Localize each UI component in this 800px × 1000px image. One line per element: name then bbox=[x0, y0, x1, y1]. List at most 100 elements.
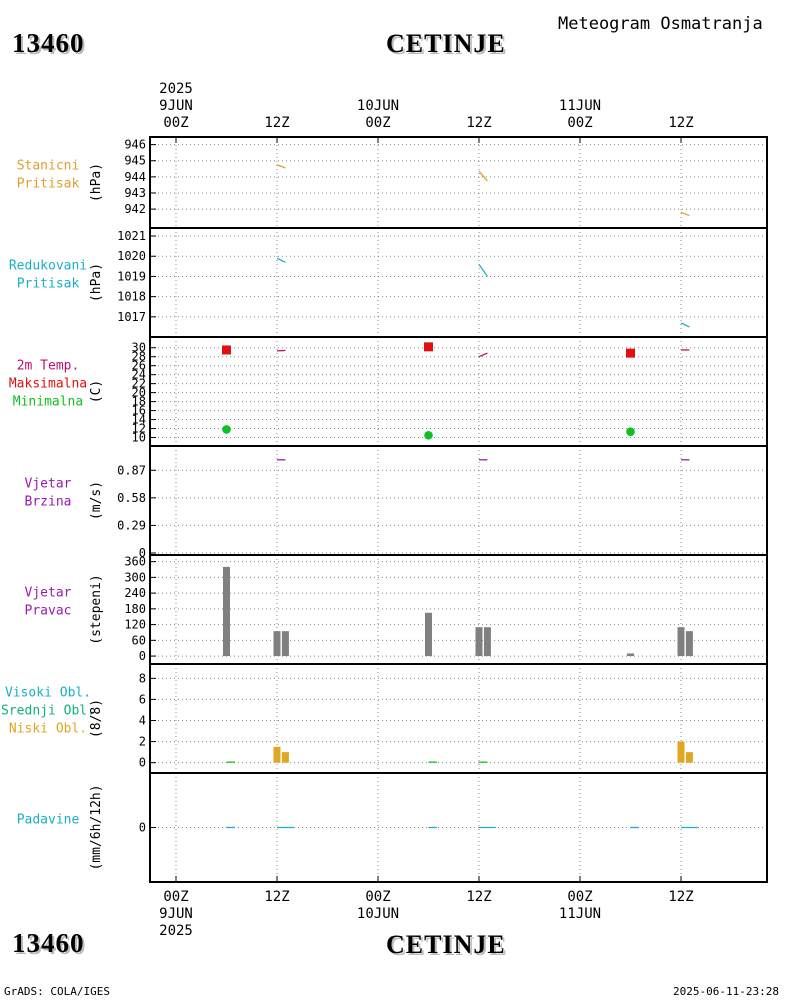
panel-label: Pritisak bbox=[17, 277, 80, 292]
x-tick-label-bottom: 12Z bbox=[668, 889, 693, 905]
panel-unit-label: (m/s) bbox=[89, 481, 104, 520]
bar-mark bbox=[685, 631, 693, 657]
min-temp-marker bbox=[222, 425, 231, 434]
y-tick-label: 360 bbox=[124, 555, 146, 569]
x-tick-label-bottom: 00Z bbox=[567, 889, 592, 905]
x-tick-label-top: 00Z bbox=[365, 115, 390, 131]
panel-wind_speed bbox=[150, 446, 767, 555]
date-label-top: 10JUN bbox=[357, 98, 399, 114]
series-segment bbox=[478, 170, 488, 182]
bar-mark bbox=[627, 653, 634, 657]
y-tick-label: 0 bbox=[139, 756, 146, 770]
min-temp-marker bbox=[626, 427, 635, 436]
y-tick-label: 1018 bbox=[117, 290, 146, 304]
max-temp-marker bbox=[626, 348, 635, 358]
bar-mark bbox=[677, 627, 685, 657]
city-title-bottom: CETINJE bbox=[386, 930, 506, 959]
panel-unit-label: (hPa) bbox=[89, 263, 104, 302]
panel-label: Vjetar bbox=[25, 586, 72, 601]
y-tick-label: 240 bbox=[124, 586, 146, 600]
x-tick-label-bottom: 12Z bbox=[264, 889, 289, 905]
y-tick-label: 942 bbox=[124, 202, 146, 216]
panel-label: Vjetar bbox=[25, 477, 72, 492]
bar-mark bbox=[281, 631, 289, 657]
y-tick-label: 22 bbox=[132, 377, 146, 391]
series-segment bbox=[276, 164, 286, 169]
bar-mark bbox=[281, 752, 289, 763]
bar-mark bbox=[273, 631, 281, 657]
panel-label: 2m Temp. bbox=[17, 359, 80, 374]
meteogram-subtitle: Meteogram Osmatranja bbox=[558, 14, 763, 34]
bar-mark bbox=[677, 741, 685, 763]
y-tick-label: 28 bbox=[132, 350, 146, 364]
y-tick-label: 944 bbox=[124, 170, 146, 184]
panel-reduced_pressure bbox=[150, 228, 767, 337]
y-tick-label: 20 bbox=[132, 386, 146, 400]
y-tick-label: 0.29 bbox=[117, 518, 146, 532]
y-tick-label: 1019 bbox=[117, 269, 146, 283]
x-tick-label-top: 12Z bbox=[668, 115, 693, 131]
y-tick-label: 120 bbox=[124, 618, 146, 632]
date-label-top: 11JUN bbox=[559, 98, 601, 114]
y-tick-label: 180 bbox=[124, 602, 146, 616]
x-tick-label-top: 12Z bbox=[264, 115, 289, 131]
y-tick-label: 0.87 bbox=[117, 463, 146, 477]
y-tick-label: 0.58 bbox=[117, 491, 146, 505]
panel-label: Visoki Obl. bbox=[5, 686, 91, 701]
y-tick-label: 1021 bbox=[117, 229, 146, 243]
plot-frame bbox=[149, 136, 768, 883]
x-tick-label-bottom: 12Z bbox=[466, 889, 491, 905]
panel-label: Brzina bbox=[25, 495, 72, 510]
panel-label: Niski Obl. bbox=[9, 722, 87, 737]
x-tick-label-top: 00Z bbox=[567, 115, 592, 131]
y-tick-label: 300 bbox=[124, 570, 146, 584]
date-label-bottom: 11JUN bbox=[559, 906, 601, 922]
y-tick-label: 0 bbox=[139, 821, 146, 835]
series-segment bbox=[680, 322, 690, 328]
panel-label: Srednji Obl. bbox=[1, 704, 95, 719]
y-tick-label: 1020 bbox=[117, 249, 146, 263]
panel-label: Stanicni bbox=[17, 159, 80, 174]
bar-mark bbox=[273, 746, 281, 763]
panel-label: Maksimalna bbox=[9, 377, 87, 392]
series-segment bbox=[680, 211, 690, 217]
y-tick-label: 30 bbox=[132, 341, 146, 355]
y-tick-label: 6 bbox=[139, 692, 146, 706]
panel-temperature bbox=[150, 337, 767, 446]
panel-unit-label: (hPa) bbox=[89, 163, 104, 202]
y-tick-label: 943 bbox=[124, 186, 146, 200]
y-tick-label: 18 bbox=[132, 395, 146, 409]
year-label-bottom: 2025 bbox=[159, 923, 193, 939]
timestamp-text: 2025-06-11-23:28 bbox=[673, 985, 779, 998]
station-id-bottom: 13460 bbox=[12, 928, 85, 958]
panel-label: Minimalna bbox=[13, 395, 83, 410]
date-label-bottom: 10JUN bbox=[357, 906, 399, 922]
series-segment bbox=[478, 352, 488, 358]
x-tick-label-bottom: 00Z bbox=[163, 889, 188, 905]
y-tick-label: 12 bbox=[132, 422, 146, 436]
y-tick-label: 0 bbox=[139, 546, 146, 560]
panel-unit-label: (8/8) bbox=[89, 699, 104, 738]
y-tick-label: 10 bbox=[132, 431, 146, 445]
y-tick-label: 60 bbox=[132, 633, 146, 647]
x-tick-label-bottom: 00Z bbox=[365, 889, 390, 905]
y-tick-label: 1017 bbox=[117, 310, 146, 324]
city-title-top: CETINJE bbox=[386, 29, 506, 58]
y-tick-label: 8 bbox=[139, 671, 146, 685]
bar-mark bbox=[223, 566, 230, 657]
year-label-top: 2025 bbox=[159, 81, 193, 97]
bar-mark bbox=[685, 752, 693, 763]
date-label-top: 9JUN bbox=[159, 98, 193, 114]
panel-label: Pravac bbox=[25, 604, 72, 619]
y-tick-label: 4 bbox=[139, 714, 146, 728]
series-segment bbox=[276, 257, 286, 263]
panel-label: Redukovani bbox=[9, 259, 87, 274]
panel-label: Pritisak bbox=[17, 177, 80, 192]
y-tick-label: 14 bbox=[132, 413, 146, 427]
bar-mark bbox=[425, 612, 432, 657]
panel-wind_direction bbox=[150, 555, 767, 664]
y-tick-label: 26 bbox=[132, 359, 146, 373]
x-tick-label-top: 00Z bbox=[163, 115, 188, 131]
panel-unit-label: (stepeni) bbox=[89, 574, 104, 644]
y-tick-label: 945 bbox=[124, 154, 146, 168]
